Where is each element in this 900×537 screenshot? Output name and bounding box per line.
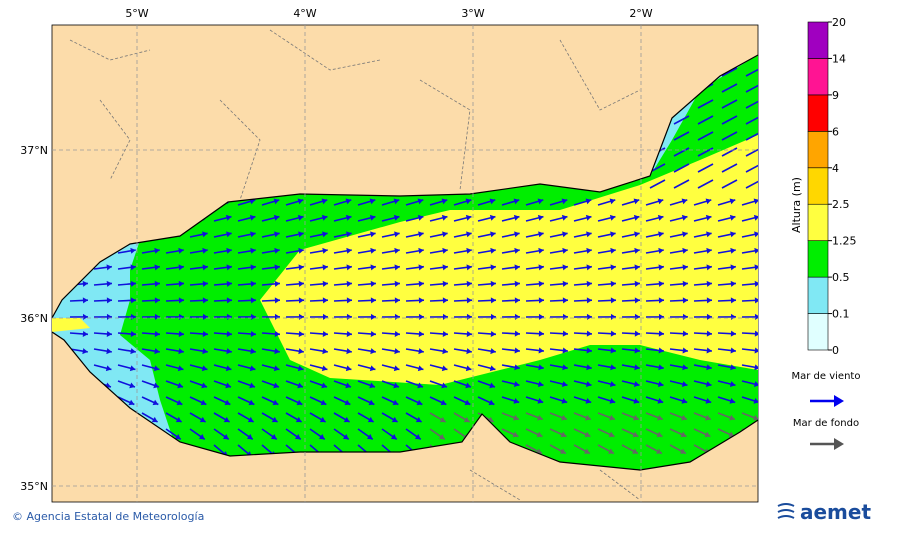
lat-tick-label: 36°N bbox=[20, 312, 48, 325]
footer: © Agencia Estatal de Meteorología bbox=[12, 510, 204, 523]
colorbar-label: 4 bbox=[832, 162, 839, 175]
colorbar-label: 1.25 bbox=[832, 235, 857, 248]
lon-tick-label: 3°W bbox=[461, 7, 484, 20]
lon-tick-label: 2°W bbox=[629, 7, 652, 20]
colorbar-segment bbox=[808, 204, 828, 240]
colorbar-label: 14 bbox=[832, 52, 846, 65]
colorbar-segment bbox=[808, 168, 828, 204]
colorbar-label: 20 bbox=[832, 16, 846, 29]
colorbar-label: 6 bbox=[832, 125, 839, 138]
colorbar-label: 0 bbox=[832, 344, 839, 357]
legend-wind-sea: Mar de viento bbox=[792, 371, 861, 382]
colorbar-segment bbox=[808, 314, 828, 350]
lat-tick-label: 37°N bbox=[20, 144, 48, 157]
colorbar-segment bbox=[808, 277, 828, 313]
colorbar-segment bbox=[808, 131, 828, 167]
legend-swell: Mar de fondo bbox=[793, 418, 859, 429]
lon-tick-label: 4°W bbox=[293, 7, 316, 20]
map-area bbox=[52, 25, 761, 502]
logo: aemet bbox=[800, 500, 871, 524]
lat-tick-label: 35°N bbox=[20, 480, 48, 493]
colorbar-segment bbox=[808, 241, 828, 277]
colorbar-title: Altura (m) bbox=[790, 177, 803, 233]
colorbar-segment bbox=[808, 22, 828, 58]
colorbar-label: 0.1 bbox=[832, 308, 850, 321]
legend-swell-arrow bbox=[810, 438, 844, 450]
colorbar-segment bbox=[808, 58, 828, 94]
legend-wind-arrow bbox=[810, 395, 844, 407]
colorbar-label: 2.5 bbox=[832, 198, 850, 211]
lon-tick-label: 5°W bbox=[125, 7, 148, 20]
colorbar: 0 0.1 0.5 1.25 2.5 4 6 9 14 20 bbox=[808, 16, 857, 357]
logo-icon bbox=[778, 504, 794, 518]
colorbar-segment bbox=[808, 95, 828, 131]
colorbar-label: 0.5 bbox=[832, 271, 850, 284]
colorbar-label: 9 bbox=[832, 89, 839, 102]
